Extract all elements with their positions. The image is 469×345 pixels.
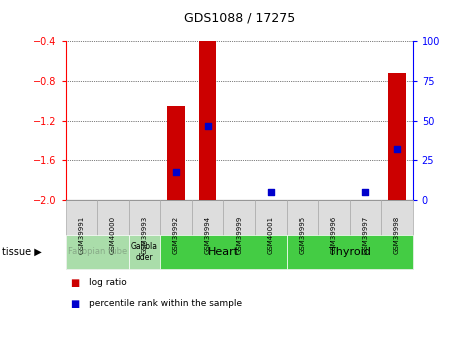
Point [393, 147, 401, 152]
Text: GSM39998: GSM39998 [394, 216, 400, 254]
Point [172, 169, 180, 174]
Text: GSM39991: GSM39991 [78, 216, 84, 254]
Bar [199, 41, 216, 200]
Text: GSM40001: GSM40001 [268, 216, 274, 254]
Text: GSM39996: GSM39996 [331, 216, 337, 254]
Point [267, 189, 274, 195]
Text: GSM39993: GSM39993 [142, 216, 148, 254]
Text: Heart: Heart [208, 247, 239, 257]
Text: GSM39999: GSM39999 [236, 216, 242, 254]
Text: GDS1088 / 17275: GDS1088 / 17275 [183, 11, 295, 24]
Text: log ratio: log ratio [89, 278, 127, 287]
Text: GSM39992: GSM39992 [173, 216, 179, 254]
Text: Gallbla
dder: Gallbla dder [131, 242, 158, 262]
Text: GSM39997: GSM39997 [363, 216, 368, 254]
Text: ■: ■ [70, 278, 80, 288]
Point [362, 189, 369, 195]
Text: Fallopian tube: Fallopian tube [68, 247, 127, 256]
Text: Thyroid: Thyroid [329, 247, 371, 257]
Text: GSM40000: GSM40000 [110, 216, 116, 254]
Text: tissue ▶: tissue ▶ [2, 247, 42, 257]
Bar [167, 106, 185, 200]
Text: GSM39995: GSM39995 [299, 216, 305, 254]
Text: percentile rank within the sample: percentile rank within the sample [89, 299, 242, 308]
Text: GSM39994: GSM39994 [204, 216, 211, 254]
Text: ■: ■ [70, 299, 80, 308]
Bar [388, 73, 406, 200]
Point [204, 123, 212, 128]
